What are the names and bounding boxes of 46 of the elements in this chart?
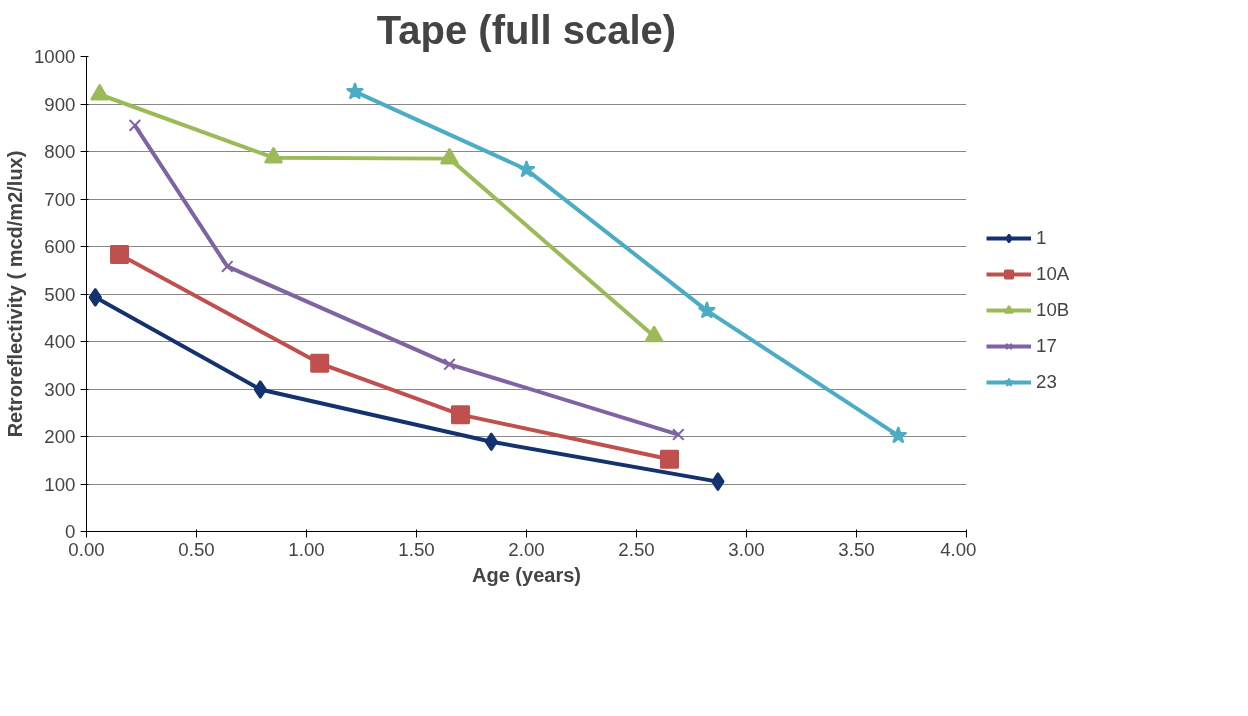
point bbox=[90, 83, 110, 101]
point bbox=[644, 325, 664, 343]
y-tick-label: 100 bbox=[44, 473, 76, 495]
point bbox=[517, 160, 536, 178]
point bbox=[440, 147, 459, 165]
point bbox=[889, 426, 908, 444]
x-tick-label: 4.00 bbox=[940, 538, 977, 560]
y-tick-label: 200 bbox=[44, 426, 76, 447]
point bbox=[88, 287, 102, 307]
point bbox=[484, 432, 498, 452]
legend-label: 10A bbox=[1036, 262, 1071, 285]
y-tick-label: 800 bbox=[44, 141, 76, 162]
y-tick-label: 1000 bbox=[34, 46, 76, 67]
y-tick-label: 700 bbox=[44, 188, 76, 210]
point bbox=[451, 405, 470, 425]
y-axis-title: Retroreflectivity ( mcd/m2/lux) bbox=[4, 150, 26, 438]
point bbox=[110, 245, 129, 265]
legend-label: 10B bbox=[1036, 298, 1071, 321]
x-tick-label: 0.50 bbox=[178, 538, 215, 560]
point bbox=[711, 472, 725, 492]
point bbox=[221, 260, 234, 273]
x-axis-title: Age (years) bbox=[472, 563, 581, 586]
y-tick-label: 900 bbox=[44, 93, 76, 115]
point bbox=[345, 82, 364, 100]
point bbox=[697, 301, 716, 319]
x-tick-label: 1.50 bbox=[398, 538, 435, 560]
point bbox=[128, 119, 142, 132]
y-tick-label: 600 bbox=[44, 236, 76, 257]
legend-label: 1 bbox=[1036, 226, 1048, 249]
point bbox=[443, 358, 456, 371]
y-tick-label: 500 bbox=[44, 283, 76, 305]
x-tick-label: 2.50 bbox=[618, 538, 655, 560]
x-tick-label: 2.00 bbox=[508, 538, 545, 560]
x-tick-label: 1.00 bbox=[288, 538, 325, 560]
point bbox=[660, 449, 679, 469]
point bbox=[264, 146, 283, 164]
y-tick-label: 300 bbox=[44, 378, 76, 400]
chart-title: Tape (full scale) bbox=[376, 7, 677, 52]
x-tick-label: 3.00 bbox=[728, 538, 765, 560]
point bbox=[310, 353, 330, 373]
legend-label: 17 bbox=[1036, 334, 1058, 357]
y-tick-label: 400 bbox=[44, 331, 76, 352]
x-tick-label: 3.50 bbox=[838, 538, 875, 560]
point bbox=[253, 379, 267, 399]
legend-label: 23 bbox=[1036, 370, 1058, 393]
point bbox=[672, 428, 685, 441]
